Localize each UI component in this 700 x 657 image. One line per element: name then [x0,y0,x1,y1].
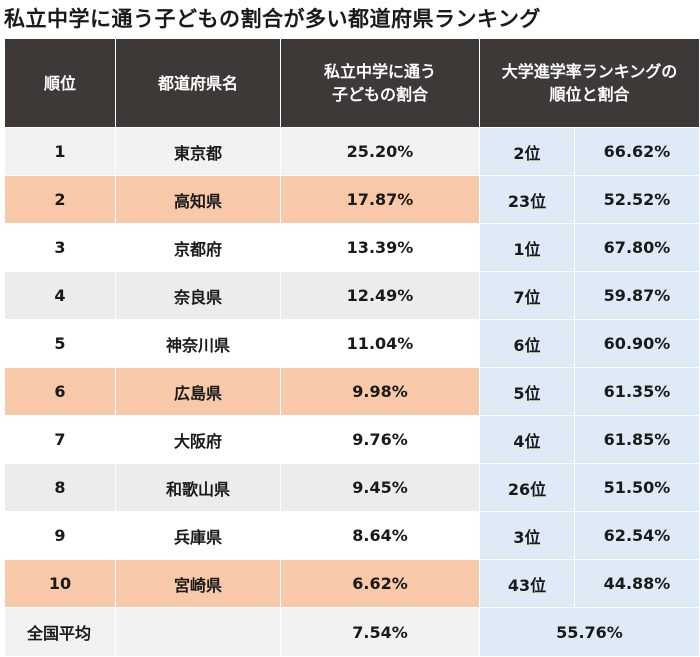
univ-rank-cell: 2位 [479,127,575,176]
rank-cell: 10 [4,559,116,608]
page-title: 私立中学に通う子どもの割合が多い都道府県ランキング [4,7,541,31]
table-header-row: 順位 都道府県名 私立中学に通う 子どもの割合 大学進学率ランキングの 順位と割… [4,38,700,128]
private-ratio-cell: 17.87% [280,175,480,224]
ranking-table: 順位 都道府県名 私立中学に通う 子どもの割合 大学進学率ランキングの 順位と割… [4,38,700,657]
table-row: 7 大阪府 9.76% 4位 61.85% [4,415,700,464]
header-univ-line2: 順位と割合 [549,85,630,104]
prefecture-cell: 宮崎県 [115,559,281,608]
univ-rate-cell: 62.54% [574,511,700,560]
univ-rate-cell: 61.85% [574,415,700,464]
univ-rank-cell: 7位 [479,271,575,320]
rank-cell: 4 [4,271,116,320]
header-private-line2: 子どもの割合 [331,85,428,104]
rank-cell: 5 [4,319,116,368]
private-ratio-cell: 6.62% [280,559,480,608]
private-ratio-cell: 9.98% [280,367,480,416]
average-row: 全国平均 7.54% 55.76% [4,607,700,657]
table-row: 2 高知県 17.87% 23位 52.52% [4,175,700,224]
table-row: 10 宮崎県 6.62% 43位 44.88% [4,559,700,608]
prefecture-cell: 東京都 [115,127,281,176]
prefecture-cell: 京都府 [115,223,281,272]
table-row: 5 神奈川県 11.04% 6位 60.90% [4,319,700,368]
univ-rank-cell: 26位 [479,463,575,512]
prefecture-cell: 広島県 [115,367,281,416]
rank-cell: 3 [4,223,116,272]
rank-cell: 8 [4,463,116,512]
prefecture-cell: 高知県 [115,175,281,224]
univ-rate-cell: 44.88% [574,559,700,608]
header-rank: 順位 [4,38,116,128]
rank-cell: 7 [4,415,116,464]
univ-rate-cell: 60.90% [574,319,700,368]
private-ratio-cell: 9.76% [280,415,480,464]
univ-rate-cell: 61.35% [574,367,700,416]
header-prefecture: 都道府県名 [115,38,281,128]
univ-rate-cell: 52.52% [574,175,700,224]
table-row: 4 奈良県 12.49% 7位 59.87% [4,271,700,320]
header-univ-line1: 大学進学率ランキングの [501,62,678,81]
univ-rank-cell: 23位 [479,175,575,224]
table-row: 6 広島県 9.98% 5位 61.35% [4,367,700,416]
private-ratio-cell: 11.04% [280,319,480,368]
univ-rank-cell: 3位 [479,511,575,560]
private-ratio-cell: 25.20% [280,127,480,176]
prefecture-cell: 神奈川県 [115,319,281,368]
rank-cell: 2 [4,175,116,224]
univ-rate-cell: 66.62% [574,127,700,176]
univ-rank-cell: 1位 [479,223,575,272]
rank-cell: 9 [4,511,116,560]
table-row: 3 京都府 13.39% 1位 67.80% [4,223,700,272]
prefecture-cell: 兵庫県 [115,511,281,560]
private-ratio-cell: 13.39% [280,223,480,272]
table-row: 8 和歌山県 9.45% 26位 51.50% [4,463,700,512]
header-university-ranking: 大学進学率ランキングの 順位と割合 [479,38,700,128]
private-ratio-cell: 9.45% [280,463,480,512]
prefecture-cell: 奈良県 [115,271,281,320]
univ-rate-cell: 59.87% [574,271,700,320]
univ-rank-cell: 4位 [479,415,575,464]
header-private-ratio: 私立中学に通う 子どもの割合 [280,38,480,128]
rank-cell: 6 [4,367,116,416]
average-prefecture-blank [115,607,281,657]
univ-rate-cell: 67.80% [574,223,700,272]
private-ratio-cell: 12.49% [280,271,480,320]
table-row: 9 兵庫県 8.64% 3位 62.54% [4,511,700,560]
univ-rate-cell: 51.50% [574,463,700,512]
average-private-ratio: 7.54% [280,607,480,657]
rank-cell: 1 [4,127,116,176]
prefecture-cell: 和歌山県 [115,463,281,512]
average-label: 全国平均 [4,607,116,657]
prefecture-cell: 大阪府 [115,415,281,464]
univ-rank-cell: 43位 [479,559,575,608]
header-private-line1: 私立中学に通う [323,62,436,81]
table-row: 1 東京都 25.20% 2位 66.62% [4,127,700,176]
univ-rank-cell: 6位 [479,319,575,368]
private-ratio-cell: 8.64% [280,511,480,560]
univ-rank-cell: 5位 [479,367,575,416]
average-univ-rate: 55.76% [479,607,700,657]
